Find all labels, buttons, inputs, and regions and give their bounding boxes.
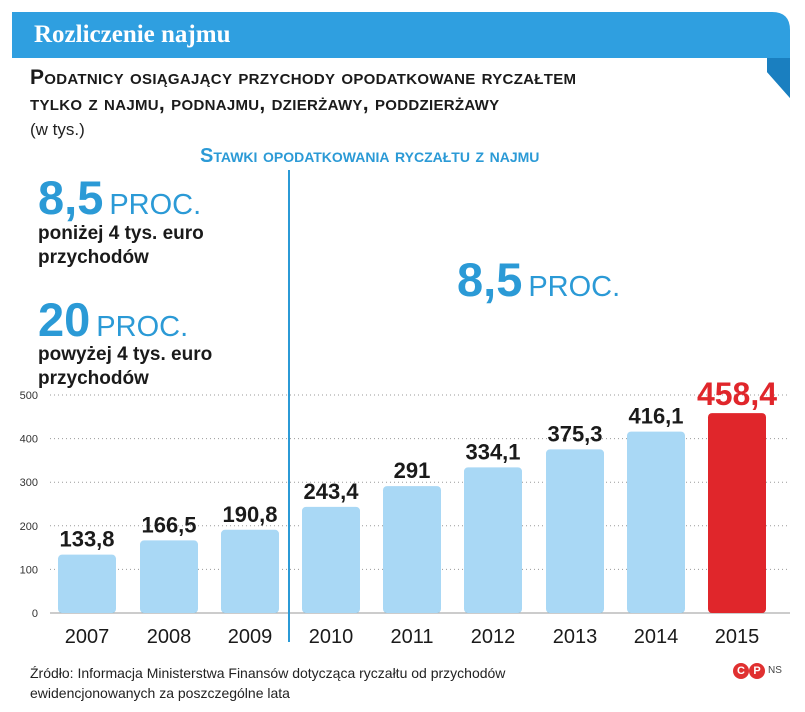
rate-high-note: powyżej 4 tys. euro przychodów <box>38 343 212 391</box>
chart-subtitle-line-2: tylko z najmu, podnajmu, dzierżawy, podd… <box>30 92 500 115</box>
y-tick-label-300: 300 <box>20 477 38 489</box>
bar-2007 <box>58 554 116 613</box>
rate-low-note-line-2: przychodów <box>38 247 149 268</box>
rate-flat-word: PROC. <box>528 271 621 303</box>
source-note: Źródło: Informacja Ministerstwa Finansów… <box>30 663 505 703</box>
x-tick-label-2007: 2007 <box>65 626 110 648</box>
value-label-2015: 458,4 <box>697 376 777 412</box>
rate-high-note-line-1: powyżej 4 tys. euro <box>38 344 213 365</box>
rate-high-word: PROC. <box>96 311 189 343</box>
x-tick-label-2008: 2008 <box>147 626 192 648</box>
bar-2014 <box>627 431 685 613</box>
x-tick-label-2014: 2014 <box>634 626 679 648</box>
bar-2011 <box>383 486 441 613</box>
y-tick-label-200: 200 <box>20 521 38 533</box>
logo-p-icon: P <box>749 662 765 679</box>
x-tick-label-2012: 2012 <box>471 626 516 648</box>
x-tick-label-2010: 2010 <box>309 626 354 648</box>
value-label-2007: 133,8 <box>59 527 114 552</box>
value-label-2009: 190,8 <box>222 502 277 527</box>
logo-c-icon: C <box>733 662 749 679</box>
y-tick-label-400: 400 <box>20 434 38 446</box>
rate-low-value: 8,5 <box>38 171 104 224</box>
rate-low-note: poniżej 4 tys. euro przychodów <box>38 222 204 270</box>
rate-low: 8,5 PROC. <box>38 170 201 225</box>
rate-flat: 8,5 PROC. <box>457 252 620 307</box>
rate-high: 20 PROC. <box>38 292 188 347</box>
rate-low-word: PROC. <box>109 189 202 221</box>
y-tick-label-100: 100 <box>20 564 38 576</box>
bar-2013 <box>546 449 604 613</box>
banner-title: Rozliczenie najmu <box>34 21 231 48</box>
publisher-logo: C P NS <box>733 662 782 680</box>
x-tick-label-2013: 2013 <box>553 626 598 648</box>
bar-2008 <box>140 540 198 613</box>
y-tick-label-0: 0 <box>32 608 38 620</box>
rates-heading: Stawki opodatkowania ryczałtu z najmu <box>200 145 540 167</box>
banner-shape <box>12 12 790 98</box>
chart-subtitle-line-1: Podatnicy osiągający przychody opodatkow… <box>30 66 577 89</box>
value-label-2012: 334,1 <box>465 439 520 464</box>
bar-2015 <box>708 413 766 613</box>
rate-low-note-line-1: poniżej 4 tys. euro <box>38 223 204 244</box>
rate-high-note-line-2: przychodów <box>38 368 149 389</box>
x-tick-label-2009: 2009 <box>228 626 273 648</box>
x-tick-label-2011: 2011 <box>390 626 433 648</box>
y-tick-label-500: 500 <box>20 390 38 402</box>
x-tick-label-2015: 2015 <box>715 626 760 648</box>
value-label-2013: 375,3 <box>547 421 602 446</box>
bar-2010 <box>302 506 360 613</box>
source-line-1: Źródło: Informacja Ministerstwa Finansów… <box>30 665 506 681</box>
bar-2009 <box>221 529 279 613</box>
unit-label: (w tys.) <box>30 120 85 139</box>
header-banner: Rozliczenie najmu <box>12 12 790 98</box>
source-line-2: ewidencjonowanych za poszczególne lata <box>30 685 290 701</box>
bar-2012 <box>464 467 522 613</box>
value-label-2008: 166,5 <box>141 512 196 537</box>
value-label-2010: 243,4 <box>303 479 359 504</box>
logo-ns-text: NS <box>768 665 782 677</box>
rate-flat-value: 8,5 <box>457 253 523 306</box>
value-label-2011: 291 <box>394 458 431 483</box>
value-label-2014: 416,1 <box>628 404 683 429</box>
rate-high-value: 20 <box>38 293 91 346</box>
